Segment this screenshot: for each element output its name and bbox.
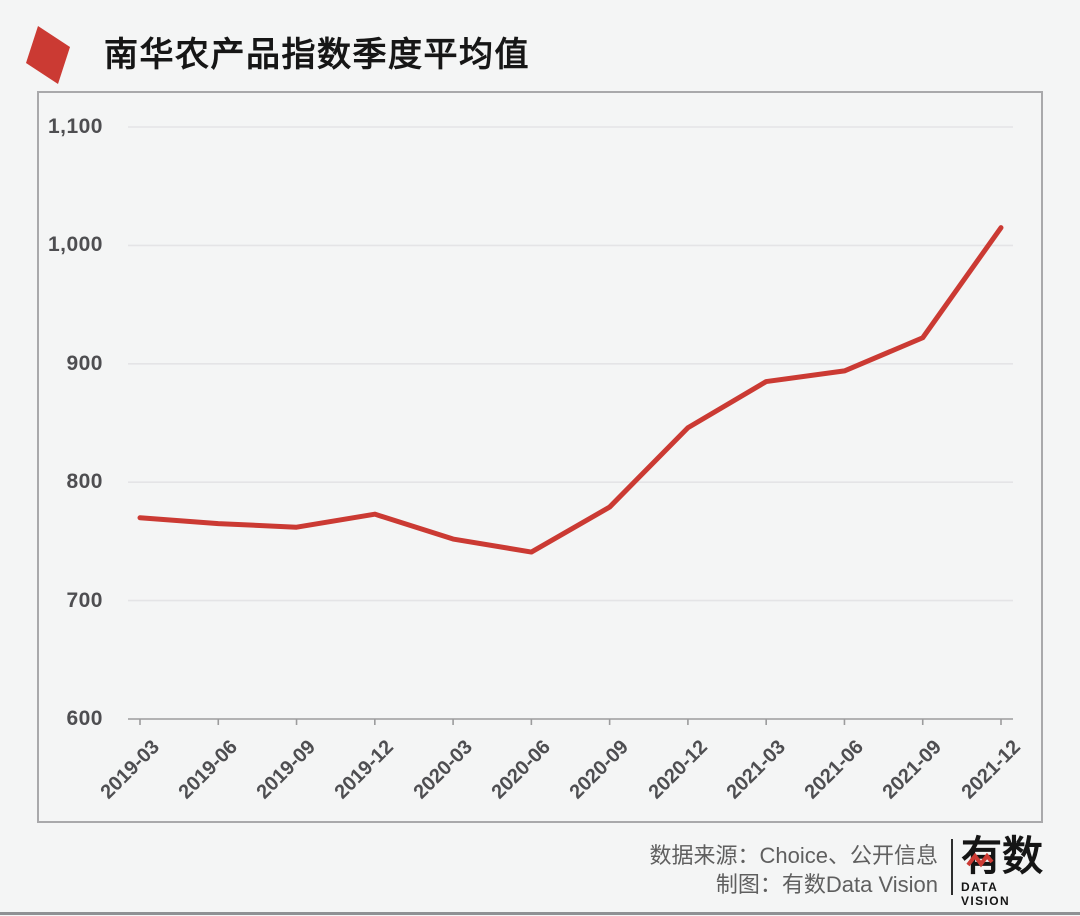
footer-divider xyxy=(951,839,953,895)
footer-credits: 数据来源：Choice、公开信息 制图：有数Data Vision xyxy=(650,841,938,899)
bottom-border-line xyxy=(0,912,1080,915)
page-title: 南华农产品指数季度平均值 xyxy=(104,36,530,74)
y-axis-label: 600 xyxy=(66,707,103,730)
series-line xyxy=(137,225,1004,555)
y-axis-label: 900 xyxy=(66,351,103,375)
y-axis-label: 1,100 xyxy=(47,115,103,138)
title-marker-icon xyxy=(26,26,70,84)
logo-zigzag-icon xyxy=(966,853,994,868)
y-axis-label: 800 xyxy=(66,470,103,494)
credit-line: 制图：有数Data Vision xyxy=(715,872,938,897)
chart-card xyxy=(37,91,1043,823)
y-axis-label: 700 xyxy=(66,588,103,612)
brand-logo: 有数 DATA VISION xyxy=(961,832,1045,908)
brand-logo-subtitle: DATA VISION xyxy=(961,880,1011,908)
data-source-line: 数据来源：Choice、公开信息 xyxy=(649,843,938,868)
y-axis-label: 1,000 xyxy=(47,233,103,257)
